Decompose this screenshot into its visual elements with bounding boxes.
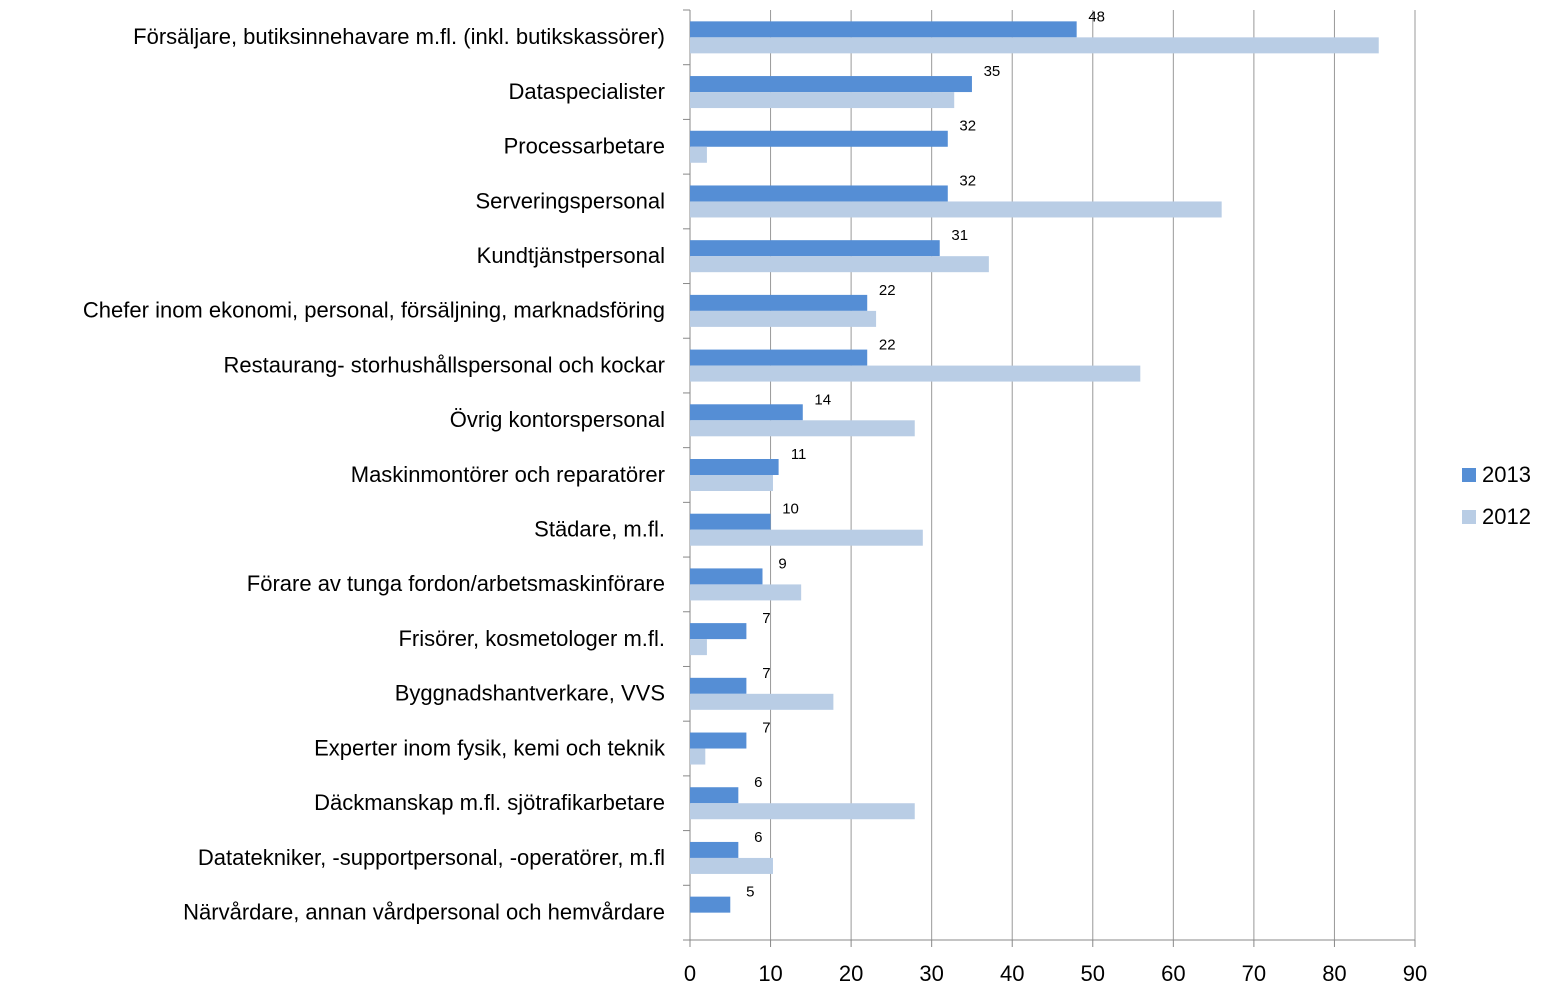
x-tick-label: 90 <box>1403 961 1427 986</box>
data-label: 32 <box>959 172 976 189</box>
bar <box>690 529 923 546</box>
legend-label: 2013 <box>1482 462 1531 487</box>
data-label: 31 <box>951 227 968 244</box>
bar <box>690 623 747 640</box>
bar <box>690 130 948 147</box>
bar <box>690 404 803 421</box>
bar <box>690 639 707 656</box>
y-tick-label: Maskinmontörer och reparatörer <box>351 462 665 487</box>
bar <box>690 349 868 366</box>
data-label: 7 <box>762 665 770 682</box>
y-tick-label: Processarbetare <box>504 134 665 159</box>
y-tick-label: Kundtjänstpersonal <box>477 243 665 268</box>
legend-label: 2012 <box>1482 504 1531 529</box>
y-tick-label: Närvårdare, annan vårdpersonal och hemvå… <box>183 899 665 924</box>
bar <box>690 513 771 530</box>
data-label: 14 <box>814 391 831 408</box>
bar <box>690 256 989 273</box>
data-label: 11 <box>791 446 807 463</box>
data-label: 6 <box>754 829 762 846</box>
bar <box>690 185 948 202</box>
y-tick-label: Försäljare, butiksinnehavare m.fl. (inkl… <box>133 24 665 49</box>
bar <box>690 294 868 311</box>
x-tick-label: 0 <box>684 961 696 986</box>
y-tick-label: Dataspecialister <box>508 79 665 104</box>
data-label: 7 <box>762 610 770 627</box>
data-label: 22 <box>879 337 896 354</box>
y-tick-label: Datatekniker, -supportpersonal, -operatö… <box>198 845 665 870</box>
bar <box>690 732 747 749</box>
bar <box>690 201 1222 218</box>
data-label: 7 <box>762 719 770 736</box>
y-tick-label: Övrig kontorspersonal <box>450 407 665 432</box>
x-tick-label: 50 <box>1081 961 1105 986</box>
y-tick-label: Däckmanskap m.fl. sjötrafikarbetare <box>314 790 665 815</box>
y-tick-label: Chefer inom ekonomi, personal, försäljni… <box>83 298 665 323</box>
x-tick-label: 30 <box>919 961 943 986</box>
bar <box>690 787 739 804</box>
data-label: 48 <box>1088 8 1105 25</box>
bar <box>690 92 955 109</box>
y-tick-label: Byggnadshantverkare, VVS <box>395 681 665 706</box>
bar <box>690 365 1141 382</box>
legend-swatch <box>1462 468 1476 482</box>
x-tick-label: 20 <box>839 961 863 986</box>
x-tick-label: 80 <box>1322 961 1346 986</box>
bar <box>690 76 972 93</box>
bar <box>690 584 802 601</box>
legend-swatch <box>1462 510 1476 524</box>
y-tick-label: Frisörer, kosmetologer m.fl. <box>398 626 665 651</box>
y-tick-label: Experter inom fysik, kemi och teknik <box>314 735 666 760</box>
x-tick-label: 70 <box>1242 961 1266 986</box>
bar <box>690 420 915 437</box>
bar <box>690 310 877 327</box>
data-label: 10 <box>782 501 799 518</box>
bar <box>690 841 739 858</box>
bar <box>690 459 779 475</box>
x-tick-label: 40 <box>1000 961 1024 986</box>
y-tick-label: Restaurang- storhushållspersonal och koc… <box>224 352 665 377</box>
x-tick-label: 60 <box>1161 961 1185 986</box>
bar <box>690 146 707 163</box>
bar <box>690 21 1077 38</box>
bar <box>690 37 1379 54</box>
data-label: 35 <box>984 63 1001 80</box>
bar <box>690 857 773 874</box>
bar <box>690 693 834 710</box>
bar <box>690 475 773 491</box>
data-label: 32 <box>959 118 976 135</box>
y-tick-label: Förare av tunga fordon/arbetsmaskinförar… <box>247 571 665 596</box>
bar <box>690 240 940 257</box>
data-label: 9 <box>778 555 786 572</box>
bar <box>690 748 706 765</box>
bar <box>690 803 915 820</box>
y-tick-label: Städare, m.fl. <box>534 517 665 542</box>
bar <box>690 896 731 913</box>
y-tick-label: Serveringspersonal <box>475 188 665 213</box>
bar <box>690 677 747 694</box>
data-label: 22 <box>879 282 896 299</box>
x-tick-label: 10 <box>758 961 782 986</box>
data-label: 5 <box>746 884 754 901</box>
data-label: 6 <box>754 774 762 791</box>
bar <box>690 568 763 585</box>
